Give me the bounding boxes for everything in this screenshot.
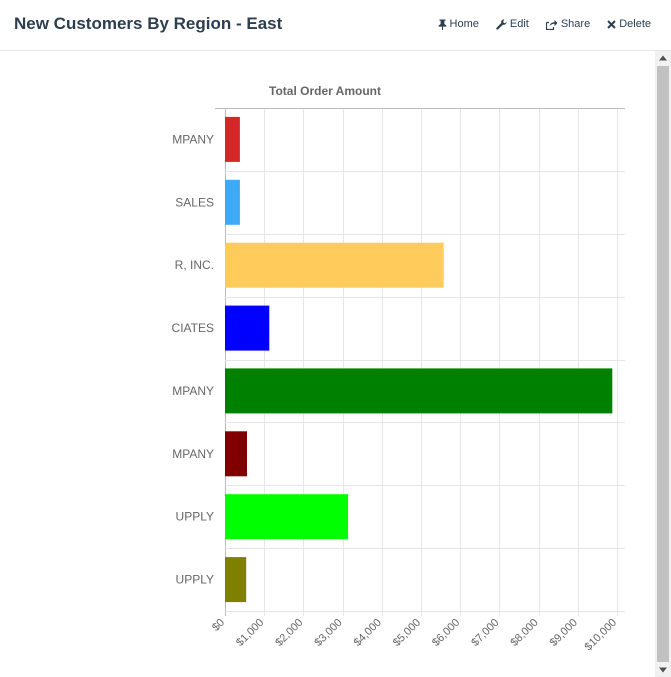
- delete-button[interactable]: Delete: [607, 18, 651, 30]
- share-icon: [545, 19, 558, 30]
- category-label: R, INC.: [175, 258, 214, 272]
- bar[interactable]: [225, 242, 444, 288]
- category-label: MPANY: [172, 384, 214, 398]
- x-tick-label: $8,000: [508, 617, 540, 649]
- category-label: UPPLY: [176, 573, 214, 587]
- category-label: SALES: [175, 195, 214, 209]
- chart-title: Total Order Amount: [269, 84, 381, 98]
- bar[interactable]: [225, 557, 247, 603]
- header-actions: Home Edit Share Delete: [438, 18, 651, 30]
- arrow-up-icon: [659, 55, 667, 61]
- share-button[interactable]: Share: [545, 18, 591, 30]
- category-label: MPANY: [172, 447, 214, 461]
- x-tick-label: $10,000: [583, 617, 620, 654]
- x-tick-label: $9,000: [548, 617, 580, 649]
- home-button-label: Home: [449, 18, 479, 30]
- x-tick-label: $7,000: [469, 617, 501, 649]
- edit-button[interactable]: Edit: [496, 18, 529, 30]
- card-header: New Customers By Region - East Home Edit…: [0, 0, 671, 51]
- x-tick-label: $6,000: [430, 617, 462, 649]
- chart-bars: [225, 116, 613, 603]
- x-tick-label: $5,000: [391, 617, 423, 649]
- scroll-up-button[interactable]: [655, 51, 671, 65]
- bar-chart: Total Order Amount MPANY SALES R, INC. CIAT…: [172, 84, 625, 654]
- category-label: CIATES: [172, 321, 214, 335]
- arrow-down-icon: [659, 667, 667, 673]
- x-tick-label: $4,000: [352, 617, 384, 649]
- scroll-down-button[interactable]: [655, 663, 671, 677]
- home-button[interactable]: Home: [438, 18, 479, 30]
- bar[interactable]: [225, 179, 240, 225]
- x-axis-ticks: $0 $1,000 $2,000 $3,000 $4,000 $5,000 $6,000 $7…: [210, 617, 619, 654]
- category-label: MPANY: [172, 132, 214, 146]
- chart-panel[interactable]: Total Order Amount MPANY SALES R, INC. CIAT…: [0, 51, 655, 677]
- share-button-label: Share: [560, 18, 591, 30]
- pin-icon: [438, 19, 447, 30]
- category-label: UPPLY: [176, 510, 214, 524]
- chart-grid: [215, 108, 625, 616]
- x-tick-label: $0: [210, 617, 227, 634]
- x-tick-label: $2,000: [273, 617, 305, 649]
- bar[interactable]: [225, 494, 349, 540]
- bar[interactable]: [225, 368, 613, 414]
- delete-button-label: Delete: [619, 18, 651, 30]
- wrench-icon: [496, 18, 507, 30]
- vertical-scrollbar[interactable]: [655, 51, 671, 677]
- bar[interactable]: [225, 116, 240, 162]
- page-title: New Customers By Region - East: [14, 14, 283, 33]
- bar[interactable]: [225, 305, 270, 351]
- bar[interactable]: [225, 431, 247, 477]
- close-icon: [607, 19, 616, 29]
- edit-button-label: Edit: [509, 18, 529, 30]
- x-tick-label: $1,000: [234, 617, 266, 649]
- category-labels: MPANY SALES R, INC. CIATES MPANY MPANY UPPLY UP…: [172, 132, 214, 586]
- scrollbar-thumb[interactable]: [657, 66, 669, 662]
- x-tick-label: $3,000: [312, 617, 344, 649]
